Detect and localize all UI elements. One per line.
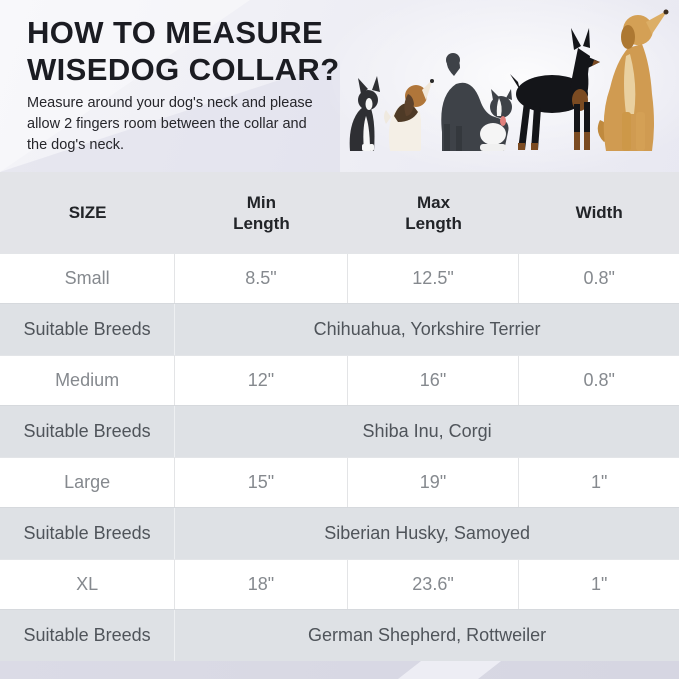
suitable-breeds-label: Suitable Breeds: [0, 610, 176, 661]
suitable-breeds-label: Suitable Breeds: [0, 304, 176, 355]
beagle-icon: [384, 79, 434, 151]
max-length-cell: 19": [348, 458, 520, 507]
suitable-breeds-value: German Shepherd, Rottweiler: [308, 625, 547, 645]
table-row: Large 15" 19" 1": [0, 457, 679, 508]
suitable-breeds-label: Suitable Breeds: [0, 406, 176, 457]
table-row: Suitable Breeds German Shepherd, Rottwei…: [0, 610, 679, 661]
table-row: Suitable Breeds Shiba Inu, Corgi: [0, 406, 679, 457]
footer-diagonal-streak: [388, 661, 507, 679]
min-length-cell: 8.5": [175, 254, 348, 303]
suitable-breeds-value: Shiba Inu, Corgi: [362, 421, 492, 441]
min-length-cell: 15": [175, 458, 348, 507]
table-row: Medium 12" 16" 0.8": [0, 355, 679, 406]
suitable-breeds-value: Chihuahua, Yorkshire Terrier: [313, 319, 541, 339]
size-table: SIZE Min Length Max Length Width Small 8…: [0, 172, 679, 661]
golden-retriever-icon: [597, 9, 669, 151]
min-length-cell: 12": [175, 356, 348, 405]
size-cell: Large: [0, 458, 176, 507]
width-cell: 0.8": [583, 268, 615, 288]
width-cell: 0.8": [583, 370, 615, 390]
border-collie-icon: [441, 53, 512, 151]
max-length-cell: 16": [348, 356, 520, 405]
suitable-breeds-value: Siberian Husky, Samoyed: [324, 523, 530, 543]
size-cell: XL: [0, 560, 176, 609]
table-row: Suitable Breeds Siberian Husky, Samoyed: [0, 508, 679, 559]
table-row: XL 18" 23.6" 1": [0, 559, 679, 610]
footer-band: [0, 661, 679, 679]
page-title: HOW TO MEASURE WISEDOG COLLAR?: [27, 14, 340, 88]
min-length-cell: 18": [175, 560, 348, 609]
dog-size-lineup-illustration: [349, 9, 669, 151]
table-row: Small 8.5" 12.5" 0.8": [0, 253, 679, 304]
column-header-size: SIZE: [68, 203, 107, 222]
column-header-width: Width: [575, 203, 623, 222]
width-cell: 1": [591, 574, 608, 594]
column-header-max-length: Max Length: [405, 192, 462, 233]
page-title-line2: WISEDOG COLLAR?: [27, 52, 340, 87]
page-subtitle: Measure around your dog's neck and pleas…: [27, 95, 313, 153]
table-header-row: SIZE Min Length Max Length Width: [0, 172, 679, 253]
page-title-line1: HOW TO MEASURE: [27, 15, 324, 50]
max-length-cell: 12.5": [348, 254, 520, 303]
size-cell: Small: [0, 254, 176, 303]
hero-section: HOW TO MEASURE WISEDOG COLLAR? Measure a…: [0, 0, 679, 172]
boston-terrier-icon: [349, 76, 380, 151]
table-row: Suitable Breeds Chihuahua, Yorkshire Ter…: [0, 304, 679, 355]
max-length-cell: 23.6": [348, 560, 520, 609]
suitable-breeds-label: Suitable Breeds: [0, 508, 176, 559]
doberman-icon: [510, 28, 600, 150]
size-cell: Medium: [0, 356, 176, 405]
column-header-min-length: Min Length: [233, 192, 290, 233]
width-cell: 1": [591, 472, 608, 492]
